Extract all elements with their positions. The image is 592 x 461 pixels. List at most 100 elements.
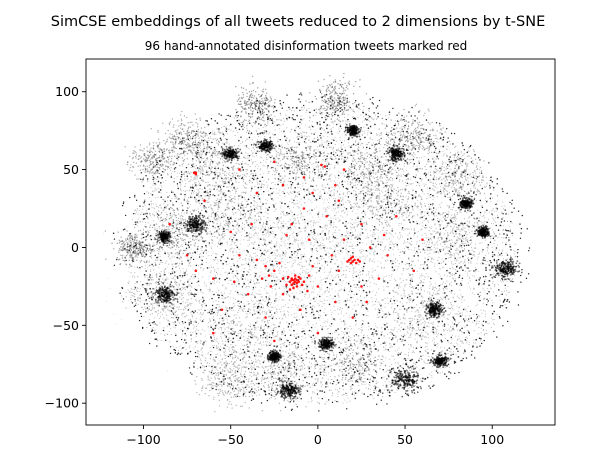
tweet-point (264, 226, 266, 228)
tweet-point (400, 176, 402, 178)
tweet-point (231, 310, 233, 312)
tweet-point (316, 362, 318, 364)
tweet-point (366, 185, 368, 187)
tweet-point (245, 353, 248, 355)
tweet-point (195, 238, 197, 240)
tweet-point (358, 328, 360, 330)
tweet-point (493, 284, 495, 286)
tweet-point (400, 294, 402, 296)
tweet-point (307, 323, 309, 325)
tweet-point (355, 341, 357, 343)
tweet-point (354, 184, 357, 186)
tweet-point (163, 202, 165, 204)
tweet-point (359, 375, 361, 377)
tweet-point (317, 303, 319, 305)
tweet-point (432, 230, 434, 232)
tweet-point (439, 367, 441, 369)
tweet-point (365, 148, 367, 150)
tweet-point (194, 175, 196, 177)
tweet-point (318, 311, 320, 313)
tweet-point (256, 180, 258, 182)
tweet-point (345, 343, 347, 346)
tweet-point (205, 252, 208, 254)
tweet-point (267, 217, 269, 219)
tweet-point (389, 225, 391, 227)
tweet-point (156, 324, 158, 326)
tweet-point (272, 182, 274, 184)
tweet-point (243, 250, 245, 252)
tweet-point (222, 131, 224, 133)
tweet-point (318, 397, 320, 399)
tweet-point (274, 227, 276, 229)
tweet-point (223, 331, 225, 333)
tweet-point (508, 291, 511, 293)
tweet-point (334, 175, 336, 177)
tweet-point (316, 267, 318, 269)
tweet-point (348, 316, 350, 319)
tweet-point (484, 239, 486, 241)
tweet-point (164, 251, 166, 253)
tweet-point (432, 219, 434, 222)
tweet-point (158, 251, 160, 253)
tweet-point (500, 212, 502, 214)
tweet-point (500, 281, 502, 283)
tweet-point (228, 143, 230, 145)
tweet-point (322, 189, 324, 191)
tweet-point (325, 163, 328, 165)
tweet-point (393, 134, 395, 137)
tweet-point (248, 272, 250, 274)
tweet-point (245, 152, 247, 154)
tweet-point (389, 274, 391, 276)
tweet-point (431, 233, 433, 235)
tweet-point (242, 173, 244, 176)
tweet-point (339, 341, 341, 343)
tweet-point (378, 220, 380, 222)
tweet-point (184, 327, 186, 329)
tweet-point (280, 386, 282, 388)
tweet-point (374, 331, 376, 333)
tweet-point (171, 224, 173, 226)
tweet-point (148, 261, 150, 263)
tweet-point (323, 321, 325, 323)
tweet-point (365, 314, 367, 316)
tweet-point (259, 199, 261, 201)
tweet-point (341, 210, 343, 212)
tweet-point (298, 191, 300, 193)
tweet-point (338, 123, 340, 125)
tweet-point (451, 163, 453, 165)
tweet-point (417, 171, 419, 173)
tweet-point (237, 131, 239, 134)
tweet-point (167, 200, 169, 202)
tweet-point (213, 269, 215, 271)
tweet-point (351, 301, 353, 303)
tweet-point (361, 364, 363, 366)
tweet-point (329, 294, 331, 296)
tweet-point (204, 163, 206, 165)
tweet-point (214, 320, 216, 322)
tweet-point (144, 306, 146, 308)
tweet-point (287, 356, 289, 358)
tweet-point (346, 348, 349, 350)
tweet-point (194, 177, 197, 179)
tweet-point (399, 127, 401, 129)
tweet-point (386, 378, 389, 380)
tweet-point (437, 213, 439, 216)
tweet-point (242, 185, 245, 187)
tweet-point (458, 165, 460, 167)
tweet-point (430, 136, 432, 138)
tweet-point (254, 210, 256, 212)
tweet-point (195, 300, 197, 302)
tweet-point (243, 377, 245, 379)
tweet-point (428, 212, 430, 214)
tweet-point (168, 330, 170, 332)
tweet-point (239, 158, 241, 160)
tweet-point (305, 112, 307, 114)
tweet-point (419, 306, 421, 309)
tweet-point (231, 166, 233, 169)
tweet-point (245, 163, 247, 165)
tweet-point (190, 338, 192, 341)
tweet-point (481, 215, 483, 218)
tweet-point (216, 311, 218, 314)
tweet-point (322, 128, 324, 130)
tweet-point (242, 310, 244, 313)
